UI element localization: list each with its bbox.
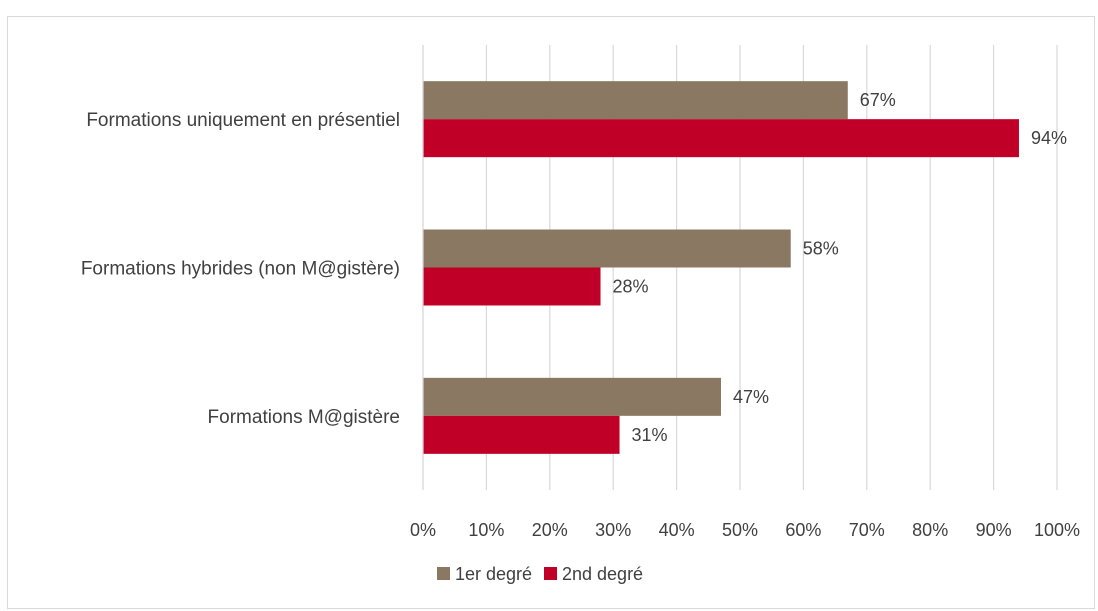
x-tick-label: 90% (976, 520, 1012, 540)
x-tick-label: 40% (659, 520, 695, 540)
bar (423, 377, 721, 416)
bar (423, 81, 848, 120)
bar (423, 229, 791, 268)
bar (423, 267, 601, 306)
category-label: Formations hybrides (non M@gistère) (81, 259, 400, 280)
data-label: 47% (733, 387, 769, 407)
x-tick-label: 80% (912, 520, 948, 540)
data-label: 31% (632, 425, 668, 445)
bar (423, 415, 620, 454)
data-label: 28% (613, 277, 649, 297)
legend-swatch (544, 567, 557, 580)
category-label: Formations uniquement en présentiel (86, 110, 400, 131)
x-tick-label: 70% (849, 520, 885, 540)
x-tick-label: 10% (468, 520, 504, 540)
bar (423, 119, 1019, 158)
category-label: Formations M@gistère (208, 407, 400, 428)
x-tick-label: 100% (1034, 520, 1080, 540)
data-label: 58% (803, 239, 839, 259)
x-tick-label: 50% (722, 520, 758, 540)
x-tick-label: 30% (595, 520, 631, 540)
x-tick-label: 20% (532, 520, 568, 540)
x-tick-label: 60% (785, 520, 821, 540)
legend-label: 2nd degré (562, 564, 643, 584)
legend-swatch (437, 567, 450, 580)
x-tick-label: 0% (410, 520, 436, 540)
legend-label: 1er degré (455, 564, 532, 584)
data-label: 94% (1031, 128, 1067, 148)
data-label: 67% (860, 90, 896, 110)
